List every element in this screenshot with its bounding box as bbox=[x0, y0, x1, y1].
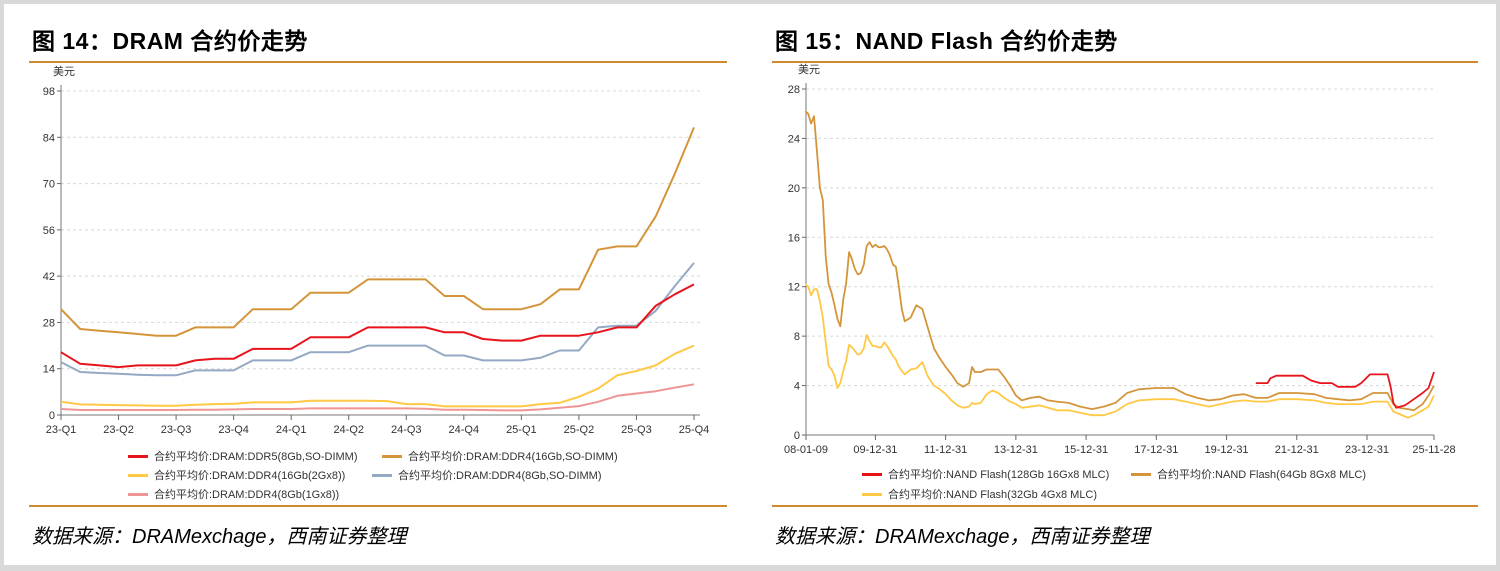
y-tick-label: 0 bbox=[49, 410, 55, 422]
series-line-1 bbox=[60, 127, 695, 337]
legend-item: 合约平均价:NAND Flash(64Gb 8Gx8 MLC) bbox=[1131, 466, 1366, 482]
x-tick-label: 25-Q2 bbox=[564, 424, 595, 436]
right-bottom-rule bbox=[772, 505, 1478, 507]
legend-swatch bbox=[128, 492, 148, 496]
x-tick-label: 25-Q4 bbox=[679, 424, 710, 436]
x-tick-label: 25-Q3 bbox=[621, 424, 652, 436]
x-tick-label: 23-12-31 bbox=[1345, 444, 1389, 456]
x-tick-label: 09-12-31 bbox=[853, 444, 897, 456]
left-source-note: 数据来源：DRAMexchage，西南证券整理 bbox=[32, 526, 407, 548]
x-tick-label: 25-Q1 bbox=[506, 424, 537, 436]
y-tick-label: 4 bbox=[794, 381, 800, 393]
x-tick-label: 24-Q1 bbox=[276, 424, 307, 436]
series-line-3 bbox=[60, 262, 695, 377]
x-tick-label: 11-12-31 bbox=[924, 444, 967, 456]
legend-label: 合约平均价:DRAM:DDR4(8Gb(1Gx8)) bbox=[154, 489, 340, 501]
legend-swatch bbox=[382, 454, 402, 458]
series-line-0 bbox=[1255, 371, 1435, 409]
legend-item: 合约平均价:DRAM:DDR5(8Gb,SO-DIMM) bbox=[128, 448, 358, 464]
x-tick-label: 15-12-31 bbox=[1064, 444, 1108, 456]
x-tick-label: 21-12-31 bbox=[1275, 444, 1319, 456]
y-tick-label: 8 bbox=[794, 331, 800, 343]
y-tick-label: 24 bbox=[788, 133, 800, 145]
y-tick-label: 56 bbox=[43, 225, 55, 237]
x-tick-label: 23-Q1 bbox=[46, 424, 77, 436]
left-chart-title: 图 14：DRAM 合约价走势 bbox=[32, 28, 308, 54]
x-tick-label: 24-Q2 bbox=[333, 424, 364, 436]
legend-label: 合约平均价:DRAM:DDR4(8Gb,SO-DIMM) bbox=[398, 470, 602, 482]
right-source-note: 数据来源：DRAMexchage，西南证券整理 bbox=[775, 526, 1150, 548]
left-bottom-rule bbox=[29, 505, 727, 507]
legend-item: 合约平均价:DRAM:DDR4(8Gb,SO-DIMM) bbox=[372, 467, 602, 483]
series-line-2 bbox=[804, 283, 1435, 419]
x-tick-label: 08-01-09 bbox=[784, 444, 828, 456]
series-line-2 bbox=[60, 344, 695, 408]
legend-label: 合约平均价:NAND Flash(128Gb 16Gx8 MLC) bbox=[888, 469, 1110, 481]
series-line-0 bbox=[60, 283, 695, 369]
legend-item: 合约平均价:DRAM:DDR4(16Gb(2Gx8)) bbox=[128, 467, 345, 483]
legend-swatch bbox=[862, 472, 882, 476]
legend-label: 合约平均价:DRAM:DDR5(8Gb,SO-DIMM) bbox=[154, 451, 358, 463]
y-tick-label: 20 bbox=[788, 183, 800, 195]
x-tick-label: 19-12-31 bbox=[1205, 444, 1249, 456]
y-tick-label: 12 bbox=[788, 282, 800, 294]
legend-item: 合约平均价:NAND Flash(32Gb 4Gx8 MLC) bbox=[862, 486, 1097, 502]
y-tick-label: 42 bbox=[43, 271, 55, 283]
series-line-4 bbox=[60, 383, 695, 412]
legend-swatch bbox=[128, 454, 148, 458]
x-tick-label: 24-Q3 bbox=[391, 424, 422, 436]
x-tick-label: 17-12-31 bbox=[1134, 444, 1178, 456]
y-tick-label: 0 bbox=[794, 430, 800, 442]
legend-label: 合约平均价:NAND Flash(32Gb 4Gx8 MLC) bbox=[888, 489, 1098, 501]
y-tick-label: 28 bbox=[788, 84, 800, 96]
x-tick-label: 25-11-28 bbox=[1412, 444, 1455, 456]
y-tick-label: 98 bbox=[43, 86, 55, 98]
legend-swatch bbox=[128, 473, 148, 477]
y-tick-label: 14 bbox=[43, 364, 55, 376]
legend-item: 合约平均价:NAND Flash(128Gb 16Gx8 MLC) bbox=[862, 466, 1109, 482]
x-tick-label: 23-Q2 bbox=[103, 424, 134, 436]
right-top-rule bbox=[772, 61, 1478, 63]
series-line-1 bbox=[804, 110, 1435, 412]
y-tick-label: 28 bbox=[43, 317, 55, 329]
y-axis-unit-label: 美元 bbox=[53, 65, 75, 78]
legend-item: 合约平均价:DRAM:DDR4(16Gb,SO-DIMM) bbox=[382, 448, 618, 464]
x-tick-label: 24-Q4 bbox=[449, 424, 480, 436]
legend-swatch bbox=[372, 473, 392, 477]
legend-label: 合约平均价:NAND Flash(64Gb 8Gx8 MLC) bbox=[1157, 469, 1367, 481]
legend-label: 合约平均价:DRAM:DDR4(16Gb(2Gx8)) bbox=[154, 470, 346, 482]
legend-item: 合约平均价:DRAM:DDR4(8Gb(1Gx8)) bbox=[128, 486, 339, 502]
legend-label: 合约平均价:DRAM:DDR4(16Gb,SO-DIMM) bbox=[408, 451, 618, 463]
y-tick-label: 70 bbox=[43, 179, 55, 191]
report-page bbox=[4, 4, 1496, 565]
right-chart-title: 图 15：NAND Flash 合约价走势 bbox=[775, 28, 1118, 54]
x-tick-label: 23-Q3 bbox=[161, 424, 192, 436]
y-axis-unit-label: 美元 bbox=[798, 63, 820, 76]
legend-swatch bbox=[862, 492, 882, 496]
x-tick-label: 13-12-31 bbox=[994, 444, 1038, 456]
y-tick-label: 84 bbox=[43, 132, 55, 144]
y-tick-label: 16 bbox=[788, 232, 800, 244]
x-tick-label: 23-Q4 bbox=[218, 424, 249, 436]
legend-swatch bbox=[1131, 472, 1151, 476]
left-top-rule bbox=[29, 61, 727, 63]
